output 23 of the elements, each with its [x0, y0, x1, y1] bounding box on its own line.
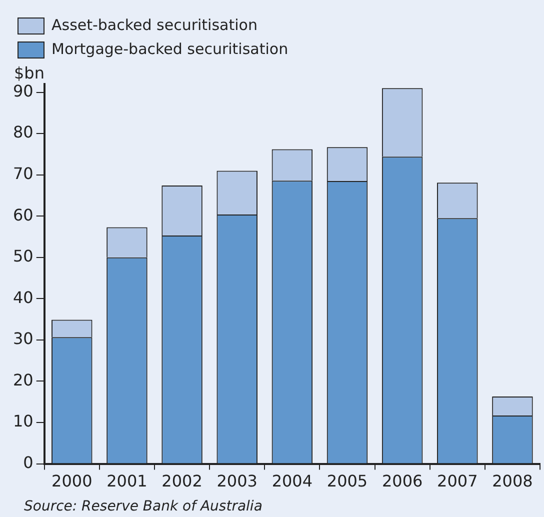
- y-tick-label: 0: [23, 452, 34, 472]
- y-tick-label: 50: [13, 246, 34, 266]
- x-tick-label: 2007: [437, 472, 478, 491]
- y-tick-label: 20: [13, 370, 34, 390]
- source-note: Source: Reserve Bank of Australia: [24, 498, 262, 515]
- x-tick-label: 2000: [52, 472, 92, 491]
- y-tick-label: 80: [13, 122, 34, 142]
- y-tick-label: 60: [13, 205, 34, 224]
- legend-label: Asset-backed securitisation: [52, 16, 258, 34]
- y-tick-label: 30: [13, 329, 34, 348]
- x-tick-label: 2008: [492, 472, 533, 491]
- x-tick-label: 2001: [106, 472, 148, 491]
- y-tick-label: 10: [13, 412, 34, 431]
- x-tick-label: 2002: [162, 472, 202, 491]
- y-axis-title: $bn: [14, 63, 44, 82]
- x-tick-label: 2005: [326, 472, 368, 491]
- y-tick-label: 70: [13, 164, 34, 183]
- x-tick-label: 2006: [382, 472, 423, 491]
- y-tick-label: 40: [13, 288, 34, 307]
- x-tick-label: 2003: [216, 472, 258, 491]
- x-tick-label: 2004: [272, 472, 313, 491]
- legend-label: Mortgage-backed securitisation: [52, 40, 288, 58]
- y-tick-label: 90: [13, 81, 34, 100]
